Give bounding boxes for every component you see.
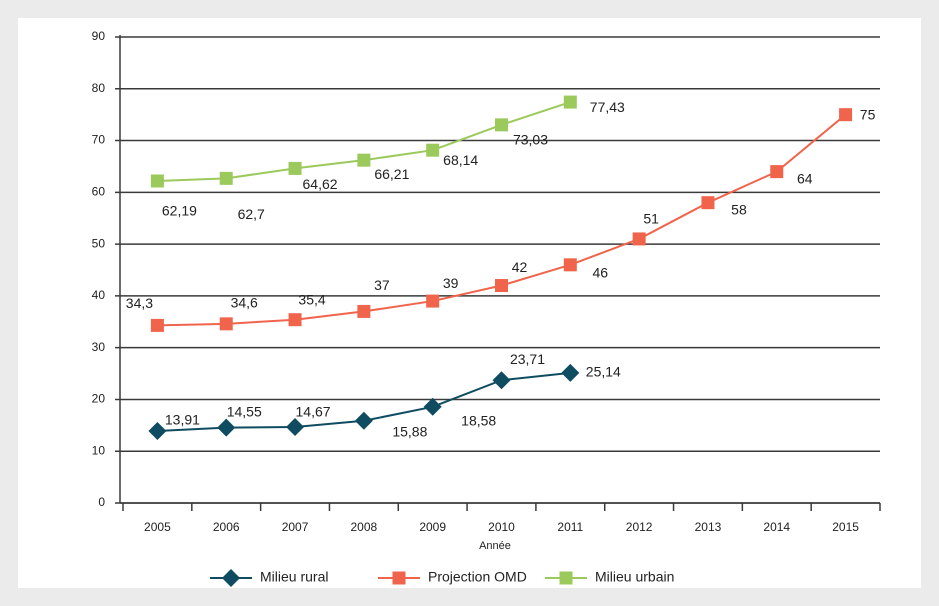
data-label: 34,6	[231, 295, 258, 311]
marker	[495, 118, 508, 132]
data-label: 58	[731, 201, 747, 217]
marker	[222, 569, 240, 587]
marker	[563, 95, 577, 109]
marker	[150, 174, 164, 188]
data-label: 64,62	[303, 176, 338, 192]
data-label: 13,91	[165, 412, 200, 428]
marker	[392, 571, 406, 585]
data-label: 64	[797, 170, 813, 186]
plot-panel	[18, 18, 921, 588]
marker	[495, 279, 508, 293]
data-label: 42	[512, 259, 528, 275]
legend-label: Projection OMD	[428, 569, 527, 585]
data-label: 62,7	[238, 206, 265, 222]
y-tick-label: 50	[92, 236, 106, 250]
marker	[426, 294, 440, 308]
marker	[288, 161, 302, 175]
marker	[559, 571, 573, 585]
marker	[357, 153, 371, 167]
marker	[288, 313, 302, 327]
marker	[839, 108, 853, 122]
y-tick-label: 60	[92, 185, 106, 199]
marker	[426, 143, 440, 157]
data-label: 77,43	[590, 99, 625, 115]
marker	[219, 171, 233, 185]
x-tick-label: 2008	[351, 520, 378, 534]
y-tick-label: 30	[92, 340, 106, 354]
marker	[219, 317, 233, 331]
data-label: 14,67	[296, 404, 331, 420]
marker	[632, 232, 646, 246]
x-tick-label: 2009	[419, 520, 446, 534]
x-tick-label: 2006	[213, 520, 240, 534]
x-axis-label: Année	[479, 540, 511, 552]
legend-label: Milieu urbain	[595, 569, 674, 585]
data-label: 39	[443, 275, 459, 291]
data-label: 51	[643, 211, 659, 227]
marker	[423, 397, 442, 416]
y-tick-label: 20	[92, 392, 106, 406]
y-tick-label: 90	[92, 29, 106, 43]
data-label: 73,03	[513, 132, 548, 148]
x-tick-label: 2011	[557, 520, 583, 534]
x-tick-label: 2015	[832, 520, 859, 534]
marker	[286, 418, 305, 437]
data-label: 25,14	[586, 364, 621, 380]
x-tick-label: 2014	[763, 520, 790, 534]
data-label: 35,4	[298, 291, 325, 307]
data-label: 14,55	[227, 403, 262, 419]
marker	[354, 411, 373, 430]
marker	[148, 421, 167, 440]
data-label: 68,14	[443, 152, 478, 168]
x-tick-label: 2007	[282, 520, 309, 534]
marker	[563, 258, 577, 272]
y-tick-label: 80	[92, 81, 106, 95]
marker	[701, 196, 715, 210]
data-label: 15,88	[392, 423, 427, 439]
data-label: 23,71	[510, 351, 545, 367]
x-tick-label: 2013	[695, 520, 722, 534]
y-tick-label: 10	[92, 443, 106, 457]
marker	[770, 165, 784, 179]
data-label: 66,21	[374, 166, 409, 182]
x-tick-label: 2012	[626, 520, 653, 534]
marker	[217, 418, 236, 437]
data-label: 75	[860, 106, 876, 122]
data-label: 62,19	[162, 203, 197, 219]
x-tick-label: 2010	[488, 520, 515, 534]
data-label: 18,58	[461, 413, 496, 429]
y-tick-label: 70	[92, 133, 106, 147]
data-label: 46	[593, 265, 609, 281]
marker	[561, 363, 580, 382]
data-label: 37	[374, 277, 390, 293]
marker	[357, 304, 371, 318]
data-label: 34,3	[126, 295, 153, 311]
y-tick-label: 0	[98, 495, 105, 509]
marker	[150, 318, 164, 332]
marker	[492, 371, 511, 390]
legend-label: Milieu rural	[260, 569, 328, 585]
y-tick-label: 40	[92, 288, 106, 302]
x-tick-label: 2005	[144, 520, 171, 534]
